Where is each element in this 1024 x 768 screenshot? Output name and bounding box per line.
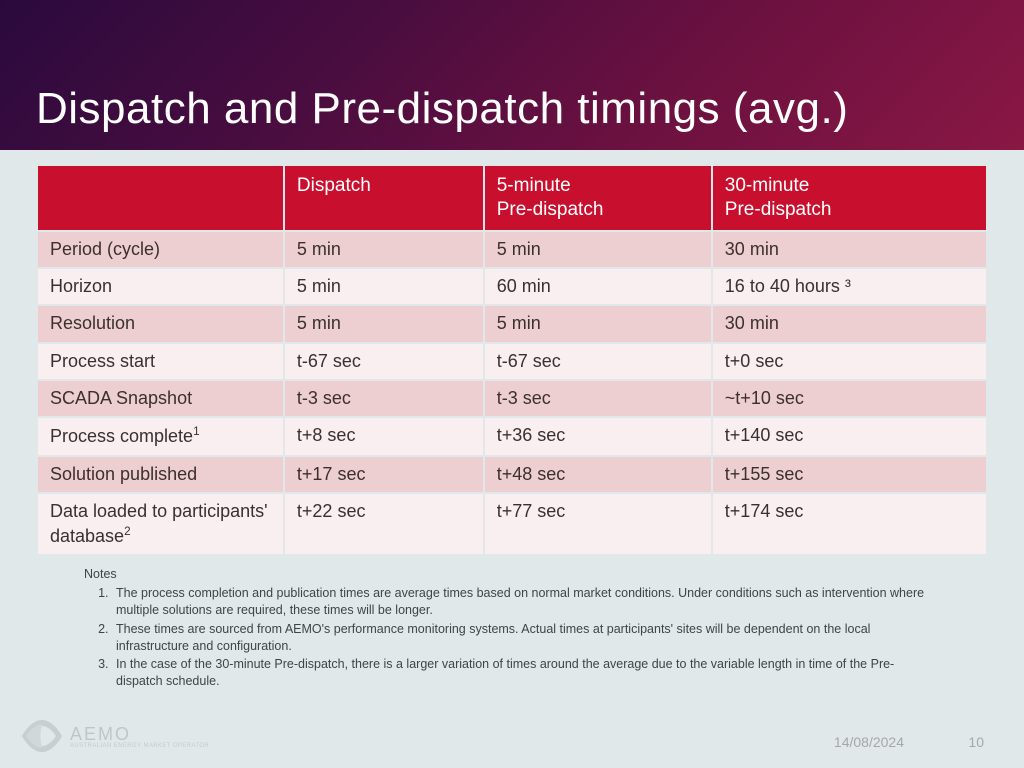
notes-list: The process completion and publication t… [84,585,940,690]
aemo-logo-mark-icon [20,718,64,754]
table-row: Solution publishedt+17 sect+48 sect+155 … [38,457,986,492]
table-header-cell: 5-minutePre-dispatch [485,166,711,230]
table-cell: t+22 sec [285,494,483,554]
row-label: Data loaded to participants' database2 [38,494,283,554]
table-row: Resolution5 min5 min30 min [38,306,986,341]
table-cell: t+174 sec [713,494,986,554]
table-header-blank [38,166,283,230]
table-cell: 16 to 40 hours ³ [713,269,986,304]
table-cell: 60 min [485,269,711,304]
aemo-logo-text-wrap: AEMO AUSTRALIAN ENERGY MARKET OPERATOR [70,724,209,749]
row-label: Process start [38,344,283,379]
table-header-cell: 30-minutePre-dispatch [713,166,986,230]
slide-header: Dispatch and Pre-dispatch timings (avg.) [0,0,1024,150]
table-cell: t+8 sec [285,418,483,454]
table-cell: t+155 sec [713,457,986,492]
aemo-logo: AEMO AUSTRALIAN ENERGY MARKET OPERATOR [20,718,209,754]
table-cell: t-67 sec [285,344,483,379]
table-cell: t-3 sec [285,381,483,416]
table-cell: t+77 sec [485,494,711,554]
aemo-logo-text: AEMO [70,724,131,744]
table-row: Data loaded to participants' database2t+… [38,494,986,554]
table-cell: t+17 sec [285,457,483,492]
table-cell: 5 min [285,232,483,267]
table-cell: 5 min [285,306,483,341]
row-label: Resolution [38,306,283,341]
table-header-cell: Dispatch [285,166,483,230]
row-label: SCADA Snapshot [38,381,283,416]
table-cell: ~t+10 sec [713,381,986,416]
table-cell: t+0 sec [713,344,986,379]
slide: Dispatch and Pre-dispatch timings (avg.)… [0,0,1024,768]
notes-block: Notes The process completion and publica… [36,556,988,690]
slide-title: Dispatch and Pre-dispatch timings (avg.) [36,84,848,134]
row-label: Period (cycle) [38,232,283,267]
table-row: Period (cycle)5 min5 min30 min [38,232,986,267]
row-label: Solution published [38,457,283,492]
table-cell: t+36 sec [485,418,711,454]
table-cell: 5 min [285,269,483,304]
table-cell: 30 min [713,306,986,341]
notes-title: Notes [84,566,940,583]
notes-item: In the case of the 30-minute Pre-dispatc… [112,656,940,690]
footnote-ref: 1 [193,425,200,438]
table-cell: 30 min [713,232,986,267]
table-cell: t+140 sec [713,418,986,454]
footer-date: 14/08/2024 [834,734,904,750]
table-cell: 5 min [485,232,711,267]
table-body: Period (cycle)5 min5 min30 minHorizon5 m… [38,232,986,555]
table-cell: 5 min [485,306,711,341]
slide-content: Dispatch5-minutePre-dispatch30-minutePre… [0,150,1024,690]
table-header: Dispatch5-minutePre-dispatch30-minutePre… [38,166,986,230]
table-cell: t-3 sec [485,381,711,416]
row-label: Process complete1 [38,418,283,454]
footer-page-number: 10 [968,734,984,750]
table-cell: t-67 sec [485,344,711,379]
notes-item: The process completion and publication t… [112,585,940,619]
table-row: Process complete1t+8 sect+36 sect+140 se… [38,418,986,454]
table-row: SCADA Snapshott-3 sect-3 sec~t+10 sec [38,381,986,416]
table-row: Horizon5 min60 min16 to 40 hours ³ [38,269,986,304]
table-header-row: Dispatch5-minutePre-dispatch30-minutePre… [38,166,986,230]
aemo-logo-subtext: AUSTRALIAN ENERGY MARKET OPERATOR [70,743,209,749]
table-row: Process startt-67 sect-67 sect+0 sec [38,344,986,379]
footnote-ref: 2 [124,525,131,538]
row-label: Horizon [38,269,283,304]
notes-item: These times are sourced from AEMO's perf… [112,621,940,655]
table-cell: t+48 sec [485,457,711,492]
timings-table: Dispatch5-minutePre-dispatch30-minutePre… [36,164,988,556]
